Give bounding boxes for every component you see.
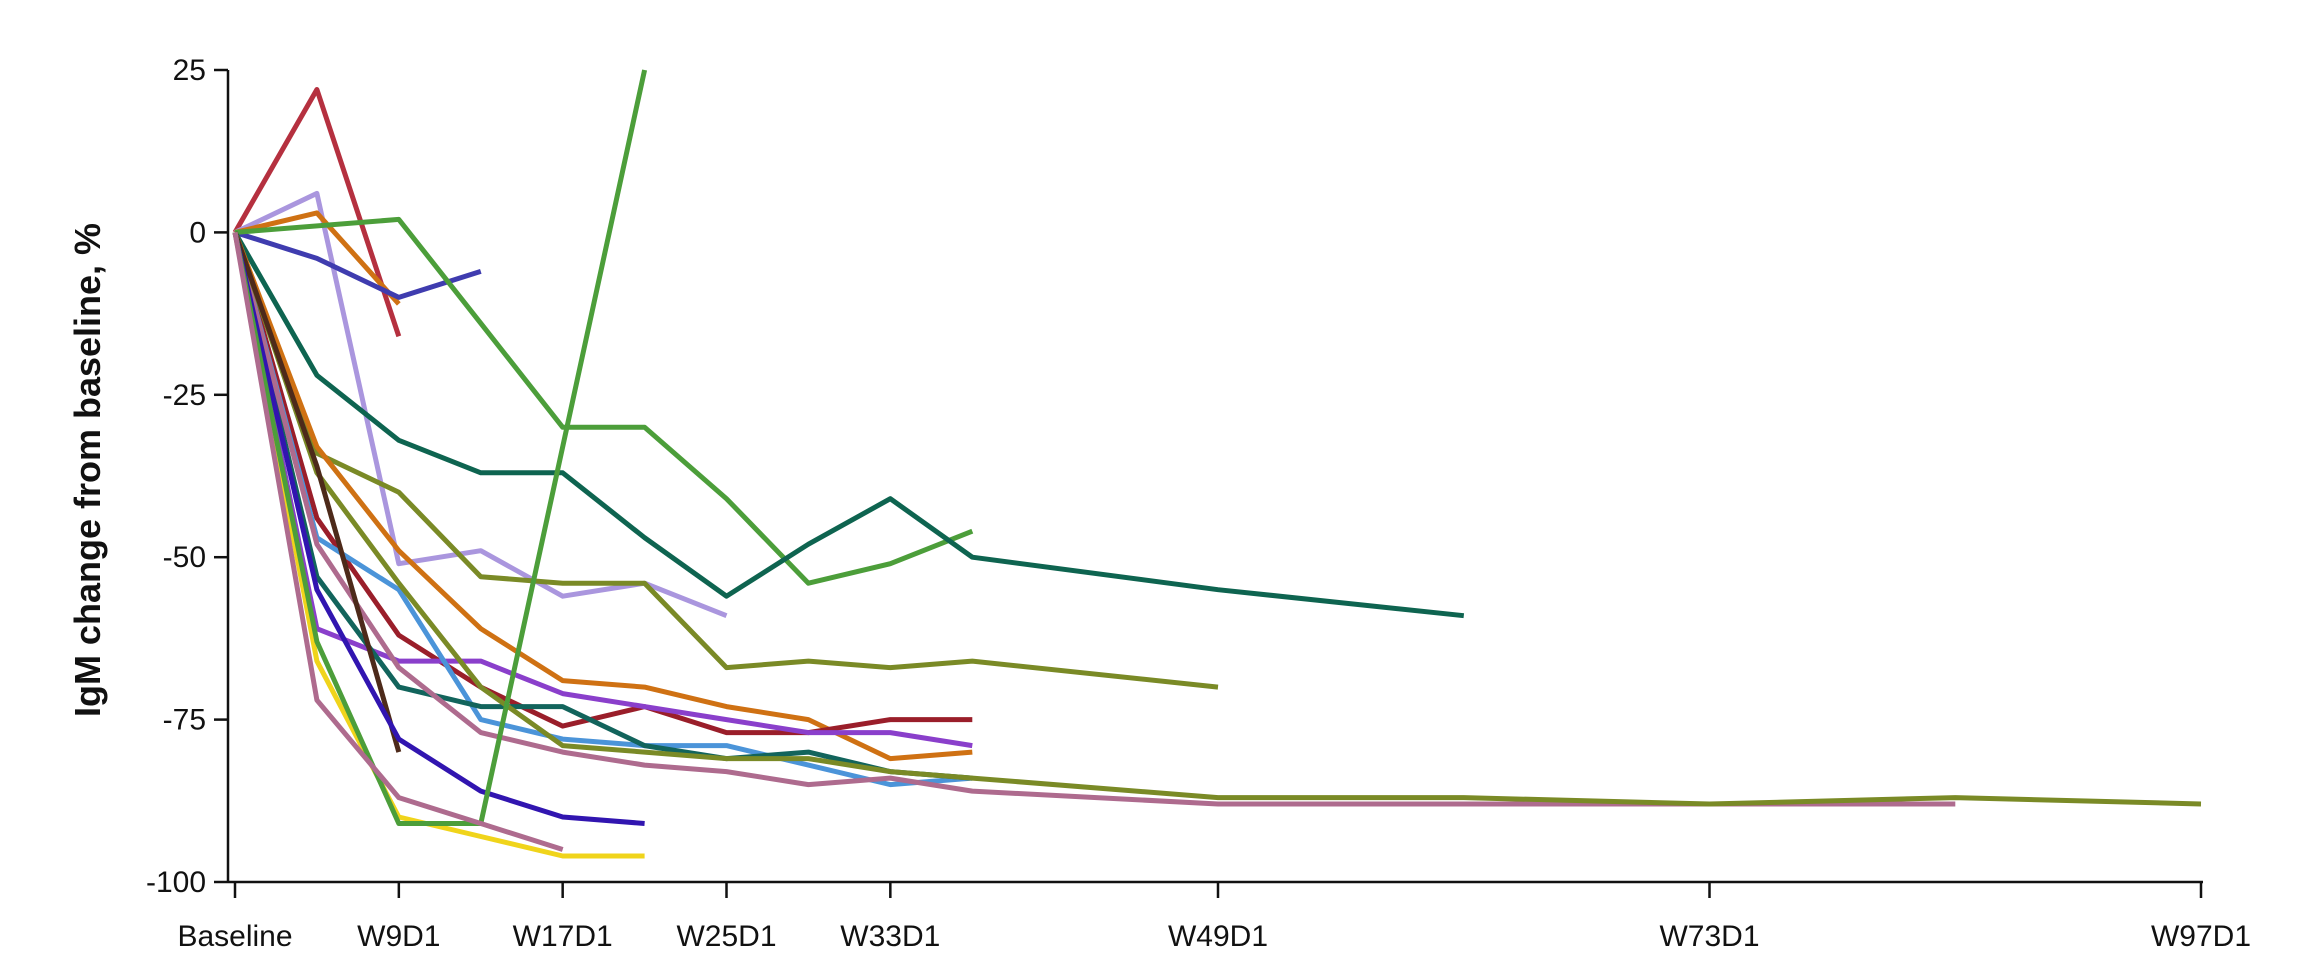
- series-line-13: [232, 231, 1956, 807]
- axes: [226, 70, 2203, 884]
- series-line-1: [232, 87, 402, 338]
- y-tick-label: 0: [189, 216, 206, 249]
- series-line-3: [234, 210, 401, 306]
- series-line-5: [234, 216, 974, 586]
- x-tick-label: W25D1: [676, 920, 776, 953]
- x-ticks: Baseline W9D1 W17D1 W25D1 W33D1 W49D1 W73D1 W97…: [177, 882, 2251, 953]
- series-line-8: [232, 231, 973, 762]
- y-tick-label: -25: [163, 379, 206, 412]
- y-tick-label: -50: [163, 541, 206, 574]
- y-ticks: 25 0 -25 -50 -75 -100: [146, 54, 228, 899]
- series-line-11: [232, 231, 973, 788]
- series-line-12: [232, 231, 973, 781]
- x-tick-label: W17D1: [513, 920, 613, 953]
- x-tick-label: W97D1: [2151, 920, 2251, 953]
- y-tick-label: 25: [173, 54, 206, 87]
- series-line-4: [234, 230, 482, 300]
- y-tick-label: -75: [163, 704, 206, 737]
- y-tick-label: -100: [146, 866, 206, 899]
- x-tick-label: Baseline: [177, 920, 292, 953]
- series-line-17: [232, 231, 645, 859]
- series-line-16: [232, 231, 645, 826]
- x-tick-label: W73D1: [1659, 920, 1759, 953]
- series-line-7: [232, 231, 1219, 690]
- series-line-15: [232, 231, 402, 753]
- series-line-10: [232, 231, 973, 749]
- series-lines: [232, 69, 2202, 859]
- x-tick-label: W9D1: [357, 920, 440, 953]
- x-tick-label: W49D1: [1168, 920, 1268, 953]
- series-line-19: [232, 231, 564, 852]
- y-axis-title: IgM change from baseline, %: [67, 223, 108, 717]
- series-line-9: [232, 231, 973, 736]
- x-tick-label: W33D1: [840, 920, 940, 953]
- series-line-14: [232, 231, 2202, 807]
- series-line-6: [232, 231, 1465, 619]
- series-line-18: [232, 69, 648, 826]
